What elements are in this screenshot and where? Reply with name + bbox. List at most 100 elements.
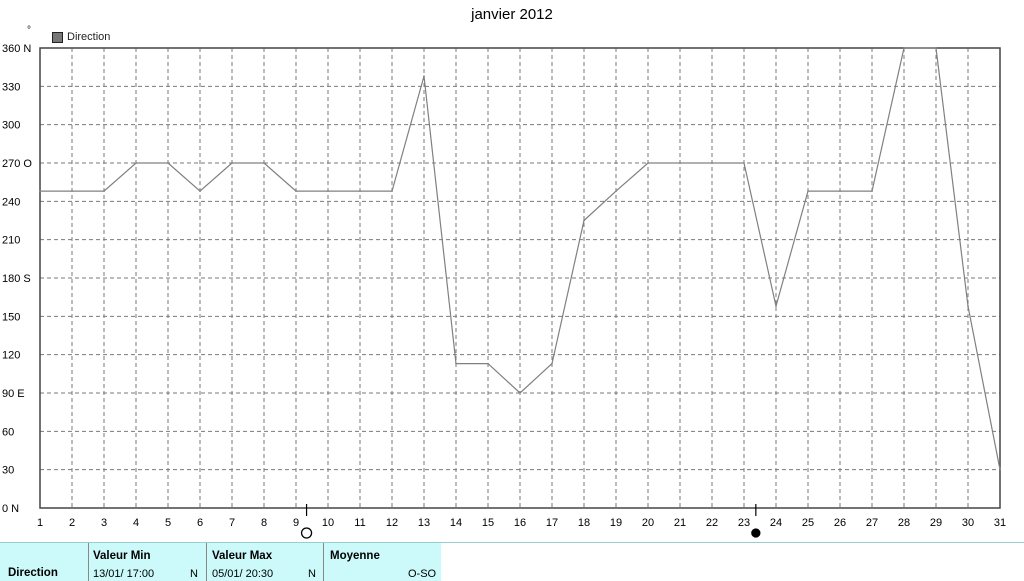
data-point	[775, 305, 777, 307]
x-tick-label: 15	[482, 517, 494, 529]
data-point	[679, 162, 681, 164]
x-tick-label: 10	[322, 517, 334, 529]
min-value: N	[190, 568, 198, 580]
max-cell: Valeur Max 05/01/ 20:30 N	[207, 543, 323, 581]
y-tick-label: 270 O	[2, 158, 32, 170]
legend[interactable]: Direction	[52, 31, 110, 43]
data-point	[455, 362, 457, 365]
data-point	[103, 190, 105, 192]
footer-divider	[88, 543, 89, 581]
data-point	[647, 162, 649, 164]
y-tick-label: 360 N	[2, 43, 31, 55]
y-tick-label: 0 N	[2, 503, 19, 515]
min-date: 13/01/ 17:00	[93, 568, 155, 580]
footer-divider	[323, 543, 324, 581]
footer-row-label-cell: Direction	[0, 543, 88, 581]
y-unit-label: °	[27, 25, 31, 36]
legend-label: Direction	[67, 31, 111, 43]
summary-footer: Direction Valeur Min 13/01/ 17:00 N Vale…	[0, 542, 1024, 581]
data-point	[743, 162, 745, 164]
data-point	[551, 362, 553, 365]
x-tick-label: 13	[418, 517, 430, 529]
data-point	[359, 190, 361, 192]
x-tick-label: 30	[962, 517, 974, 529]
x-tick-label: 16	[514, 517, 526, 529]
y-tick-label: 120	[2, 350, 20, 362]
x-tick-label: 12	[386, 517, 398, 529]
data-point	[711, 162, 713, 164]
footer-divider	[206, 543, 207, 581]
max-date: 05/01/ 20:30	[212, 568, 274, 580]
x-tick-label: 29	[930, 517, 942, 529]
x-tick-label: 7	[229, 517, 235, 529]
x-tick-label: 5	[165, 517, 171, 529]
x-tick-label: 6	[197, 517, 203, 529]
min-cell: Valeur Min 13/01/ 17:00 N	[89, 543, 206, 581]
x-tick-label: 28	[898, 517, 910, 529]
data-point	[583, 219, 585, 222]
max-value: N	[308, 568, 316, 580]
y-tick-label: 240	[2, 196, 20, 208]
x-tick-label: 27	[866, 517, 878, 529]
data-point	[135, 162, 137, 164]
data-point	[807, 190, 809, 192]
data-point	[615, 190, 617, 192]
x-tick-label: 31	[994, 517, 1006, 529]
data-point	[871, 190, 873, 192]
x-tick-label: 9	[293, 517, 299, 529]
data-point	[903, 47, 905, 49]
x-tick-label: 3	[101, 517, 107, 529]
new-moon-marker	[751, 528, 761, 538]
y-tick-label: 330	[2, 81, 20, 93]
y-tick-label: 210	[2, 235, 20, 247]
x-tick-label: 17	[546, 517, 558, 529]
x-tick-label: 25	[802, 517, 814, 529]
avg-header: Moyenne	[330, 550, 380, 562]
data-point	[199, 190, 201, 192]
chart-title: janvier 2012	[471, 6, 553, 23]
max-header: Valeur Max	[212, 550, 273, 562]
x-tick-label: 11	[354, 517, 365, 529]
y-tick-label: 180 S	[2, 273, 31, 285]
x-tick-label: 14	[450, 517, 462, 529]
x-tick-label: 22	[706, 517, 718, 529]
data-point	[327, 190, 329, 192]
data-point	[167, 162, 169, 164]
plot-frame	[39, 47, 1001, 509]
data-point	[999, 468, 1001, 471]
x-tick-label: 23	[738, 517, 750, 529]
x-tick-label: 18	[578, 517, 590, 529]
data-point	[231, 162, 233, 164]
x-tick-label: 20	[642, 517, 654, 529]
data-point	[391, 190, 393, 192]
avg-cell: Moyenne O-SO	[324, 543, 441, 581]
data-point	[839, 190, 841, 192]
data-point	[487, 362, 489, 365]
data-point	[519, 392, 521, 394]
avg-value: O-SO	[408, 568, 437, 580]
data-point	[423, 75, 425, 77]
x-tick-label: 19	[610, 517, 622, 529]
x-tick-label: 2	[69, 517, 75, 529]
footer-row-label: Direction	[8, 567, 58, 579]
y-tick-label: 30	[2, 465, 14, 477]
data-point	[935, 47, 937, 49]
full-moon-marker	[300, 527, 313, 539]
x-tick-label: 26	[834, 517, 846, 529]
footer-empty-panel	[441, 543, 1024, 581]
min-header: Valeur Min	[93, 550, 151, 562]
x-tick-label: 4	[133, 517, 139, 529]
x-tick-label: 21	[674, 517, 686, 529]
data-point	[295, 190, 297, 192]
y-tick-label: 60	[2, 426, 14, 438]
data-point	[71, 190, 73, 192]
data-point	[263, 162, 265, 164]
y-tick-label: 150	[2, 311, 20, 323]
x-tick-label: 8	[261, 517, 267, 529]
y-tick-label: 90 E	[2, 388, 25, 400]
x-tick-label: 1	[37, 517, 43, 529]
legend-swatch	[52, 31, 63, 43]
data-point	[967, 305, 969, 307]
y-tick-label: 300	[2, 120, 20, 132]
